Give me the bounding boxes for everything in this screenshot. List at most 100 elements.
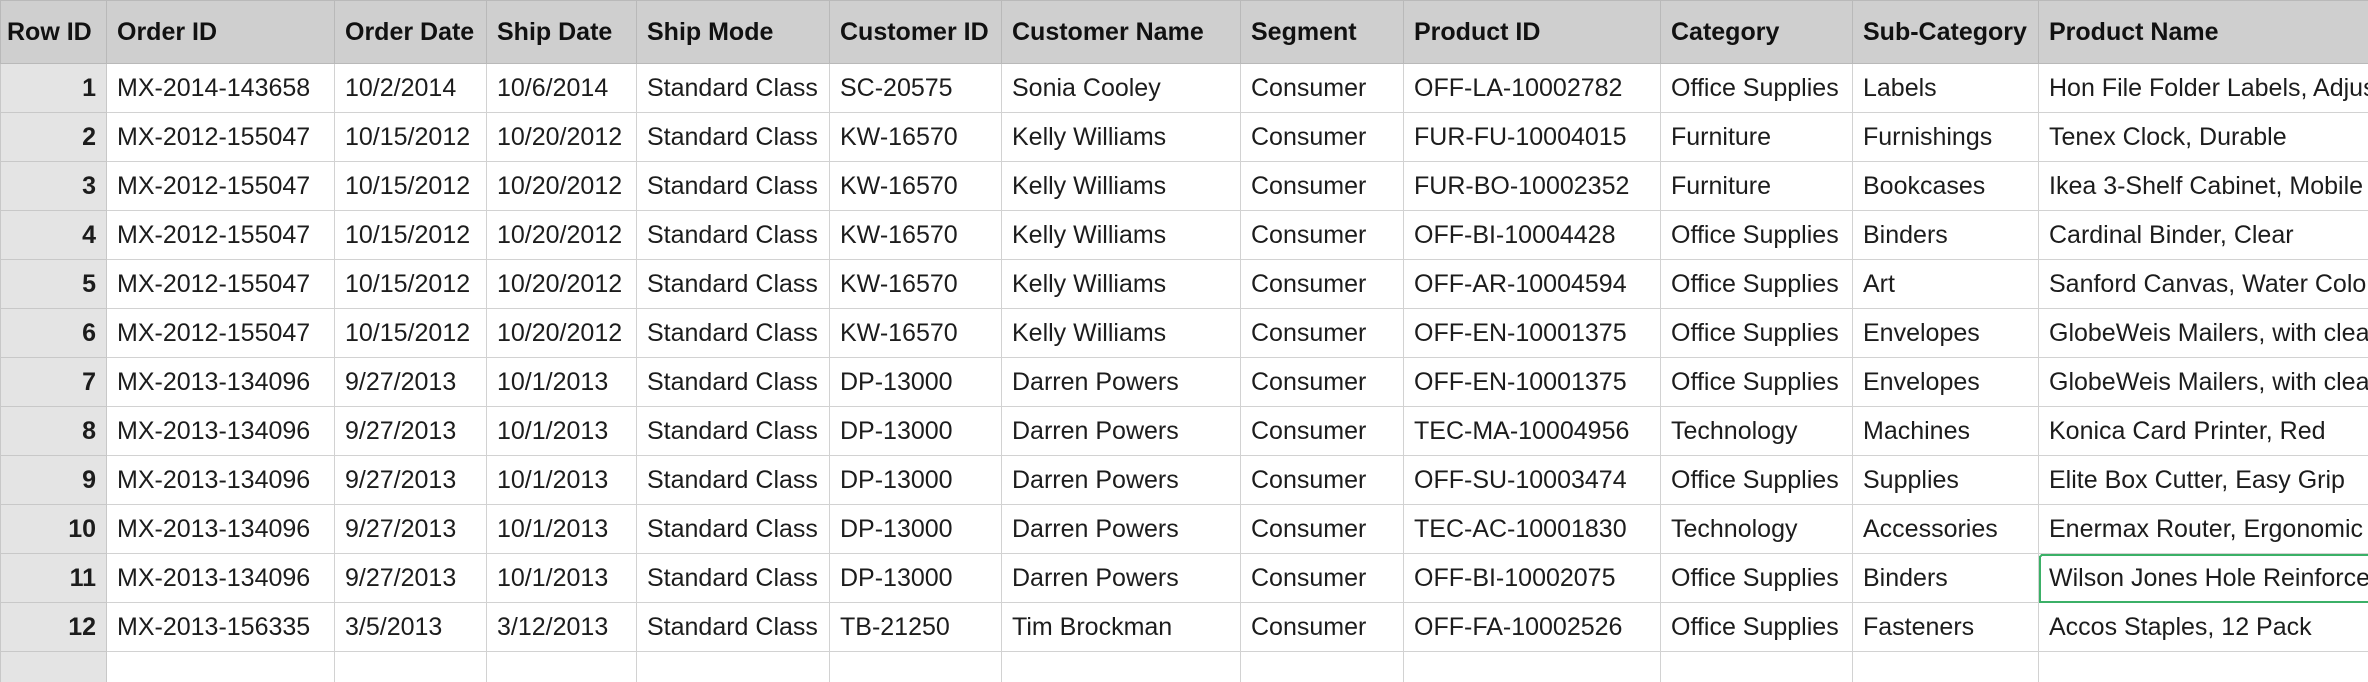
cell-sub-category[interactable]: Furnishings [1852,112,2039,162]
cell-customer-name[interactable]: Kelly Williams [1001,259,1241,309]
column-header-sub-category[interactable]: Sub-Category [1852,0,2039,64]
cell-sub-category[interactable]: Binders [1852,210,2039,260]
cell-order-date[interactable]: 10/15/2012 [334,210,487,260]
empty-cell[interactable] [829,651,1002,682]
column-header-product-name[interactable]: Product Name [2038,0,2368,64]
cell-product-id[interactable]: OFF-BI-10004428 [1403,210,1661,260]
empty-cell[interactable] [636,651,830,682]
cell-order-id[interactable]: MX-2013-134096 [106,357,335,407]
cell-segment[interactable]: Consumer [1240,357,1404,407]
cell-order-id[interactable]: MX-2013-156335 [106,602,335,652]
cell-order-id[interactable]: MX-2013-134096 [106,455,335,505]
cell-customer-name[interactable]: Darren Powers [1001,455,1241,505]
empty-cell[interactable] [334,651,487,682]
row-header[interactable]: 1 [0,63,107,113]
cell-product-name[interactable]: Elite Box Cutter, Easy Grip [2038,455,2368,505]
cell-order-date[interactable]: 10/15/2012 [334,161,487,211]
column-header-product-id[interactable]: Product ID [1403,0,1661,64]
cell-order-id[interactable]: MX-2013-134096 [106,406,335,456]
cell-category[interactable]: Office Supplies [1660,63,1853,113]
row-header[interactable]: 6 [0,308,107,358]
row-header[interactable]: 2 [0,112,107,162]
cell-segment[interactable]: Consumer [1240,602,1404,652]
cell-ship-date[interactable]: 10/20/2012 [486,161,637,211]
cell-category[interactable]: Furniture [1660,112,1853,162]
cell-ship-mode[interactable]: Standard Class [636,112,830,162]
row-header[interactable]: 12 [0,602,107,652]
cell-product-id[interactable]: TEC-MA-10004956 [1403,406,1661,456]
cell-product-id[interactable]: OFF-LA-10002782 [1403,63,1661,113]
cell-order-date[interactable]: 9/27/2013 [334,504,487,554]
cell-sub-category[interactable]: Envelopes [1852,308,2039,358]
empty-cell[interactable] [486,651,637,682]
cell-customer-id[interactable]: KW-16570 [829,161,1002,211]
column-header-order-id[interactable]: Order ID [106,0,335,64]
cell-category[interactable]: Furniture [1660,161,1853,211]
cell-product-name[interactable]: Accos Staples, 12 Pack [2038,602,2368,652]
cell-customer-name[interactable]: Kelly Williams [1001,112,1241,162]
cell-ship-date[interactable]: 10/1/2013 [486,406,637,456]
row-header[interactable]: 9 [0,455,107,505]
cell-customer-name[interactable]: Darren Powers [1001,504,1241,554]
row-header[interactable]: 7 [0,357,107,407]
cell-order-date[interactable]: 9/27/2013 [334,553,487,603]
cell-category[interactable]: Office Supplies [1660,259,1853,309]
cell-ship-mode[interactable]: Standard Class [636,210,830,260]
cell-product-name[interactable]: GlobeWeis Mailers, with clea [2038,308,2368,358]
cell-customer-id[interactable]: DP-13000 [829,553,1002,603]
empty-cell[interactable] [1001,651,1241,682]
row-header[interactable]: 10 [0,504,107,554]
cell-category[interactable]: Technology [1660,406,1853,456]
cell-segment[interactable]: Consumer [1240,112,1404,162]
cell-product-name[interactable]: Cardinal Binder, Clear [2038,210,2368,260]
cell-product-name[interactable]: GlobeWeis Mailers, with clea [2038,357,2368,407]
cell-customer-name[interactable]: Sonia Cooley [1001,63,1241,113]
cell-category[interactable]: Office Supplies [1660,455,1853,505]
cell-order-date[interactable]: 3/5/2013 [334,602,487,652]
cell-ship-mode[interactable]: Standard Class [636,504,830,554]
column-header-row-id[interactable]: Row ID [0,0,107,64]
cell-category[interactable]: Office Supplies [1660,357,1853,407]
cell-sub-category[interactable]: Supplies [1852,455,2039,505]
row-header[interactable]: 8 [0,406,107,456]
cell-category[interactable]: Technology [1660,504,1853,554]
cell-ship-date[interactable]: 10/20/2012 [486,112,637,162]
empty-cell[interactable] [1240,651,1404,682]
cell-order-id[interactable]: MX-2012-155047 [106,112,335,162]
row-header[interactable]: 4 [0,210,107,260]
cell-segment[interactable]: Consumer [1240,161,1404,211]
cell-segment[interactable]: Consumer [1240,259,1404,309]
cell-customer-name[interactable]: Darren Powers [1001,553,1241,603]
row-header[interactable] [0,651,107,682]
cell-category[interactable]: Office Supplies [1660,602,1853,652]
cell-sub-category[interactable]: Binders [1852,553,2039,603]
column-header-order-date[interactable]: Order Date [334,0,487,64]
cell-segment[interactable]: Consumer [1240,406,1404,456]
cell-ship-mode[interactable]: Standard Class [636,357,830,407]
cell-customer-name[interactable]: Darren Powers [1001,406,1241,456]
cell-category[interactable]: Office Supplies [1660,553,1853,603]
cell-ship-date[interactable]: 10/1/2013 [486,357,637,407]
cell-product-name[interactable]: Tenex Clock, Durable [2038,112,2368,162]
cell-ship-date[interactable]: 10/20/2012 [486,210,637,260]
column-header-ship-mode[interactable]: Ship Mode [636,0,830,64]
cell-order-id[interactable]: MX-2012-155047 [106,161,335,211]
cell-category[interactable]: Office Supplies [1660,308,1853,358]
cell-sub-category[interactable]: Accessories [1852,504,2039,554]
cell-segment[interactable]: Consumer [1240,210,1404,260]
cell-product-name[interactable]: Hon File Folder Labels, Adjus [2038,63,2368,113]
cell-customer-id[interactable]: KW-16570 [829,308,1002,358]
column-header-segment[interactable]: Segment [1240,0,1404,64]
cell-ship-mode[interactable]: Standard Class [636,63,830,113]
cell-order-id[interactable]: MX-2012-155047 [106,308,335,358]
cell-customer-name[interactable]: Darren Powers [1001,357,1241,407]
cell-segment[interactable]: Consumer [1240,455,1404,505]
cell-order-date[interactable]: 10/15/2012 [334,259,487,309]
cell-segment[interactable]: Consumer [1240,553,1404,603]
cell-product-id[interactable]: OFF-FA-10002526 [1403,602,1661,652]
cell-ship-date[interactable]: 3/12/2013 [486,602,637,652]
cell-order-date[interactable]: 10/15/2012 [334,112,487,162]
empty-cell[interactable] [2038,651,2368,682]
column-header-category[interactable]: Category [1660,0,1853,64]
